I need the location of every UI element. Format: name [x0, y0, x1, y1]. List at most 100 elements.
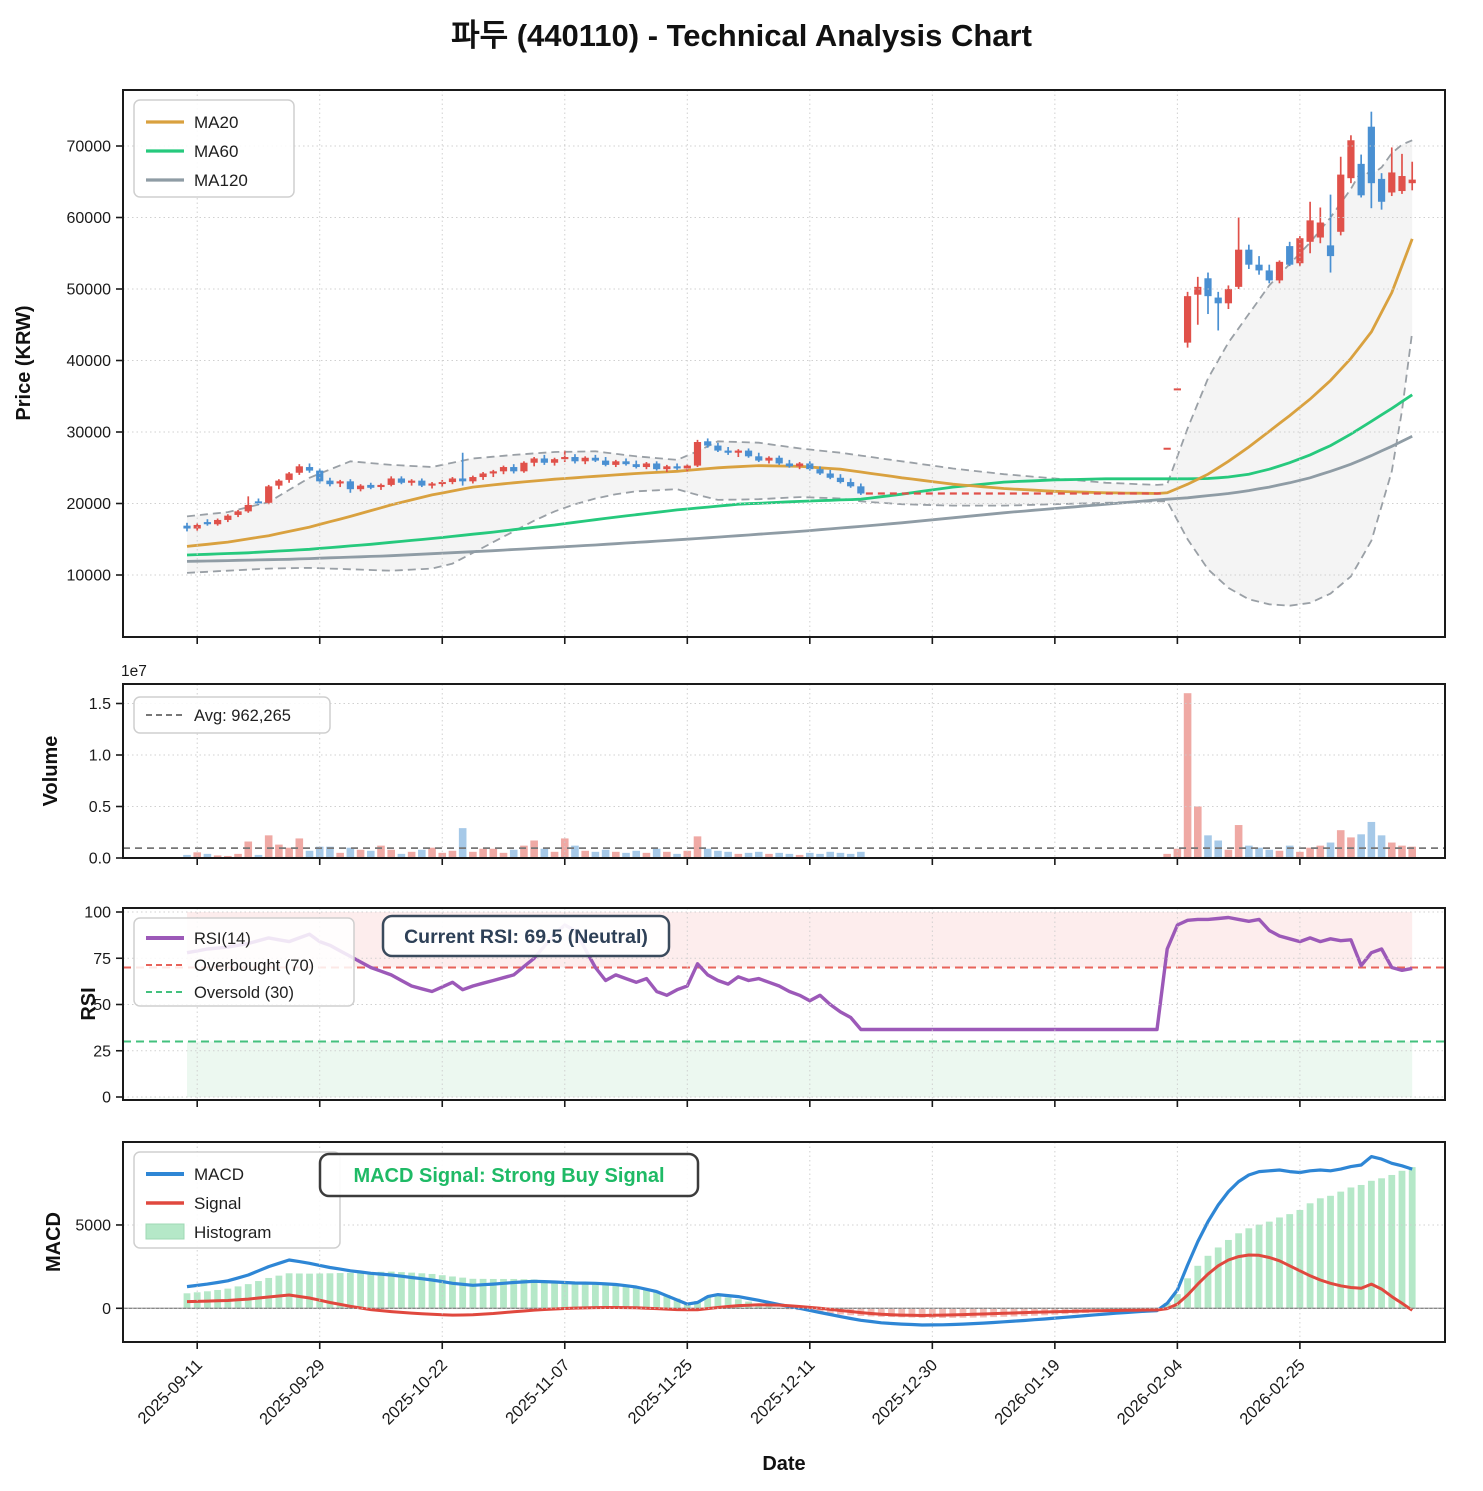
histogram-bar-positive: [704, 1296, 712, 1309]
candle-up: [499, 467, 508, 472]
candle-down: [591, 457, 599, 461]
volume-bar: [407, 851, 416, 858]
histogram-bar-positive: [346, 1272, 354, 1309]
volume-bar: [744, 852, 753, 858]
volume-bar: [1326, 842, 1335, 858]
volume-bar: [1285, 845, 1294, 858]
volume-bar: [550, 851, 559, 858]
candle-up: [1408, 179, 1416, 184]
rsi-annotation: Current RSI: 69.5 (Neutral): [381, 914, 671, 958]
price-panel: [183, 111, 1416, 607]
volume-bar: [632, 850, 641, 858]
candle-down: [1265, 270, 1273, 281]
volume-bar: [275, 844, 283, 858]
volume-bar: [1387, 842, 1396, 858]
x-tick-label: 2025-10-22: [379, 1356, 451, 1428]
signal-line: [186, 1253, 1414, 1317]
candle-down: [540, 458, 548, 463]
candle-up: [336, 481, 344, 484]
candle-down: [1326, 245, 1335, 257]
histogram-bar-negative: [816, 1308, 824, 1313]
volume-bar: [397, 853, 406, 858]
volume-bar: [428, 847, 436, 858]
volume-bar: [642, 852, 651, 858]
volume-bar: [377, 845, 385, 858]
x-axis-label: Date: [762, 1453, 805, 1475]
volume-bar: [530, 840, 538, 858]
x-tick-label: 2025-12-30: [869, 1356, 941, 1428]
volume-bar: [673, 853, 681, 858]
volume-panel-border: [122, 683, 1446, 859]
histogram-bar-positive: [1327, 1195, 1334, 1309]
histogram-bar-positive: [632, 1287, 640, 1309]
y-tick-label: 30000: [67, 425, 112, 442]
volume-bar: [1306, 847, 1314, 858]
histogram-bar-positive: [1398, 1170, 1406, 1309]
histogram-bar-positive: [1347, 1187, 1355, 1309]
volume-bar: [1408, 846, 1416, 858]
legend-patch-sample: [145, 1223, 185, 1240]
legend-label: MACD: [194, 1165, 244, 1184]
x-tick-label: 2025-09-11: [134, 1356, 206, 1428]
rsi-oversold-zone: [187, 1041, 1413, 1097]
volume-bar: [754, 851, 763, 858]
candle-down: [632, 464, 640, 468]
volume-bar: [591, 851, 600, 858]
histogram-bar-positive: [1255, 1224, 1263, 1309]
histogram-bar-positive: [469, 1278, 477, 1309]
volume-legend: Avg: 962,265: [133, 696, 331, 734]
histogram-bar-negative: [959, 1308, 967, 1318]
volume-bar: [520, 845, 528, 858]
candle-up: [530, 458, 538, 463]
histogram-bar-positive: [1367, 1180, 1375, 1309]
histogram-bar-positive: [1245, 1228, 1253, 1309]
candle-down: [744, 450, 753, 457]
volume-bar: [1204, 835, 1212, 858]
histogram-bar-positive: [1337, 1191, 1345, 1309]
candle-up: [428, 483, 436, 486]
y-tick-label: 75: [93, 951, 111, 968]
volume-bar: [366, 850, 375, 858]
volume-bar: [622, 852, 630, 858]
ma60-line: [186, 393, 1413, 557]
candle-down: [1204, 278, 1212, 297]
macd-axis-label: MACD: [43, 1212, 65, 1272]
rsi-annotation-text: Current RSI: 69.5 (Neutral): [404, 926, 648, 948]
candle-down: [857, 486, 865, 494]
candle-up: [1235, 249, 1243, 287]
candle-up: [581, 457, 589, 462]
candle-down: [203, 522, 212, 525]
y-tick-label: 50000: [67, 282, 112, 299]
volume-offset-label: 1e7: [121, 663, 147, 680]
histogram-bar-positive: [306, 1273, 313, 1309]
histogram-bar-positive: [336, 1273, 344, 1309]
histogram-bar-positive: [275, 1275, 283, 1309]
volume-bar: [1183, 693, 1192, 858]
candle-up: [295, 466, 303, 473]
histogram-bar-positive: [265, 1277, 273, 1309]
x-tick-label: 2026-02-04: [1114, 1356, 1186, 1428]
candle-down: [775, 457, 783, 464]
macd-line: [186, 1154, 1413, 1327]
histogram-bar-positive: [643, 1289, 650, 1309]
candle-down: [1377, 178, 1386, 202]
histogram-bar-positive: [1194, 1265, 1202, 1309]
histogram-bar-positive: [1357, 1184, 1365, 1309]
y-tick-label: 1.5: [89, 696, 111, 713]
candle-up: [1296, 238, 1304, 264]
volume-bar: [1214, 840, 1223, 858]
histogram-bar-positive: [428, 1273, 436, 1309]
volume-bar: [346, 847, 355, 858]
volume-bar: [356, 849, 365, 858]
candle-down: [1357, 163, 1365, 196]
histogram-bar-positive: [1388, 1174, 1396, 1309]
bollinger-upper-line: [186, 139, 1413, 518]
histogram-bar-positive: [663, 1294, 671, 1309]
candle-down: [326, 480, 334, 485]
histogram-bar-positive: [673, 1298, 681, 1309]
volume-bar: [785, 853, 794, 858]
histogram-bar-positive: [1306, 1203, 1314, 1309]
histogram-bar-positive: [510, 1278, 518, 1309]
volume-bar: [560, 838, 569, 858]
